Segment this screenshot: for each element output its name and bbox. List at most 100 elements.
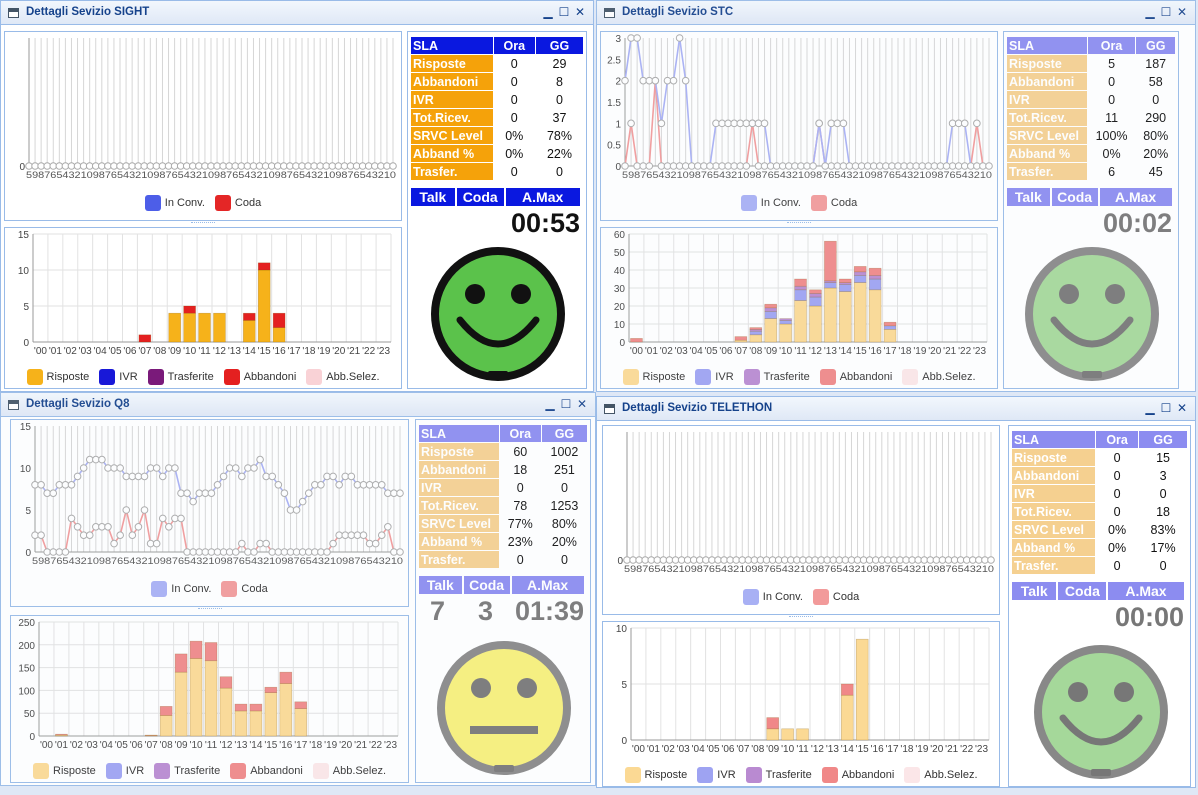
maximize-button[interactable]: ☐ — [559, 396, 573, 412]
window-q8[interactable]: Dettagli Sevizio Q8 ▁ ☐ ✕ 0 5 10 15 598765432109… — [0, 392, 596, 786]
legend-item[interactable]: Abbandoni — [821, 767, 894, 783]
legend-item[interactable]: Coda — [810, 195, 857, 211]
data-point — [681, 76, 690, 85]
window-stc[interactable]: Dettagli Sevizio STC ▁ ☐ ✕ 0 0.5 1 1.5 2 2.5 3 5987… — [596, 0, 1196, 392]
bar-chart-legend: Risposte IVR Trasferite Abbandoni Abb.Selez. — [11, 763, 408, 781]
panel-splitter[interactable] — [787, 222, 811, 225]
legend-item[interactable]: IVR — [105, 763, 144, 779]
legend-item[interactable]: Coda — [221, 581, 268, 597]
close-button[interactable]: ✕ — [573, 4, 587, 20]
legend-item[interactable]: Risposte — [622, 369, 685, 385]
x-tick-label: '20 — [339, 740, 352, 751]
x-tick-label: '15 — [264, 740, 277, 751]
window-icon — [8, 400, 19, 410]
panel-splitter[interactable] — [191, 222, 215, 225]
data-point — [104, 523, 112, 531]
close-button[interactable]: ✕ — [1175, 4, 1189, 20]
minimize-button[interactable]: ▁ — [543, 396, 557, 412]
legend-item[interactable]: Risposte — [26, 369, 89, 385]
legend-item[interactable]: In Conv. — [144, 195, 205, 211]
bar-abbandoni — [234, 703, 248, 712]
window-titlebar[interactable]: Dettagli Sevizio Q8 ▁ ☐ ✕ — [1, 393, 595, 417]
sla-row-label: Abbandoni — [411, 73, 493, 90]
sla-row-label: Tot.Ricev. — [411, 109, 493, 126]
bar-abbandoni — [749, 327, 763, 330]
legend-swatch — [99, 369, 116, 385]
window-titlebar[interactable]: Dettagli Sevizio STC ▁ ☐ ✕ — [597, 1, 1195, 25]
sla-row-label: Abbandoni — [1012, 467, 1096, 484]
x-tick-label: '13 — [234, 740, 247, 751]
x-tick-label: '22 — [960, 744, 973, 755]
bar-ivr — [853, 275, 867, 283]
minimize-button[interactable]: ▁ — [1143, 4, 1157, 20]
legend-item[interactable]: Risposte — [33, 763, 96, 779]
window-title: Dettagli Sevizio STC — [622, 6, 734, 18]
legend-item[interactable]: Trasferite — [154, 763, 220, 779]
legend-item[interactable]: Abb.Selez. — [902, 369, 976, 385]
close-button[interactable]: ✕ — [575, 396, 589, 412]
window-titlebar[interactable]: Dettagli Sevizio TELETHON ▁ ☐ ✕ — [597, 397, 1195, 421]
legend-item[interactable]: Abb.Selez. — [312, 763, 386, 779]
bar-risposte — [264, 692, 278, 737]
maximize-button[interactable]: ☐ — [1159, 4, 1173, 20]
data-point — [49, 489, 58, 497]
window-telethon[interactable]: Dettagli Sevizio TELETHON ▁ ☐ ✕ 0 59876543210… — [596, 396, 1196, 788]
legend-item[interactable]: In Conv. — [151, 581, 211, 597]
sla-value-ora: 60 — [513, 444, 528, 459]
legend-item[interactable]: Trasferite — [147, 369, 214, 385]
sla-row-label: Tot.Ricev. — [1012, 503, 1096, 520]
y-tick-label: 50 — [614, 248, 626, 259]
legend-item[interactable]: In Conv. — [740, 195, 801, 211]
sla-row: SRVC Level 0% 78% — [411, 127, 583, 144]
legend-item[interactable]: IVR — [695, 369, 734, 385]
sla-panel: SLA Ora GG Risposte 0 15 Abbandoni 0 3 IVR 0 0 Tot.R… — [1008, 425, 1191, 787]
close-icon: ✕ — [576, 397, 588, 411]
minimize-button[interactable]: ▁ — [1143, 400, 1157, 416]
bar-risposte — [841, 694, 854, 741]
data-point — [37, 481, 45, 489]
data-point — [67, 514, 76, 523]
legend-item[interactable]: Abb.Selez. — [904, 767, 978, 783]
legend-swatch — [740, 195, 757, 211]
legend-item[interactable]: In Conv. — [742, 589, 803, 605]
bar-abbandoni — [272, 312, 286, 328]
x-tick-label: '22 — [958, 346, 971, 357]
legend-item[interactable]: IVR — [99, 369, 138, 385]
legend-item[interactable]: Abbandoni — [819, 369, 892, 385]
x-tick-label: '08 — [153, 346, 166, 357]
x-tick-label: '17 — [294, 740, 307, 751]
sla-header-cell: SLA — [1012, 431, 1096, 448]
legend-item[interactable]: Coda — [812, 589, 859, 605]
legend-label: Trasferite — [174, 765, 221, 777]
x-tick-label: '16 — [273, 346, 286, 357]
data-point — [238, 539, 246, 548]
data-point — [73, 523, 82, 531]
legend-item[interactable]: Coda — [214, 195, 261, 211]
legend-swatch — [902, 369, 919, 385]
minimize-button[interactable]: ▁ — [541, 4, 555, 20]
y-tick-label: 150 — [18, 664, 35, 675]
data-point — [85, 531, 94, 539]
data-point — [815, 119, 823, 128]
sla-value-ora: 23% — [507, 534, 533, 549]
legend-item[interactable]: Abb.Selez. — [306, 369, 380, 385]
legend-item[interactable]: Trasferite — [743, 369, 810, 385]
window-titlebar[interactable]: Dettagli Sevizio SIGHT ▁ ☐ ✕ — [1, 1, 593, 25]
panel-splitter[interactable] — [197, 608, 222, 611]
legend-item[interactable]: Abbandoni — [230, 763, 303, 779]
legend-item[interactable]: Abbandoni — [223, 369, 296, 385]
legend-item[interactable]: Trasferite — [745, 767, 812, 783]
bar-risposte — [294, 708, 308, 737]
maximize-button[interactable]: ☐ — [557, 4, 571, 20]
window-sight[interactable]: Dettagli Sevizio SIGHT ▁ ☐ ✕ 0 59876543210987… — [0, 0, 594, 392]
legend-item[interactable]: Risposte — [624, 767, 687, 783]
close-button[interactable]: ✕ — [1175, 400, 1189, 416]
y-tick-label: 10 — [614, 320, 626, 331]
panel-splitter[interactable] — [789, 616, 813, 619]
sla-row-label: Trasfer. — [1012, 557, 1096, 574]
maximize-button[interactable]: ☐ — [1159, 400, 1173, 416]
legend-item[interactable]: IVR — [697, 767, 736, 783]
kpi-header-cell: Talk — [419, 576, 462, 594]
sla-row-label: IVR — [419, 479, 499, 496]
queue-line-chart-panel: 0 5 10 15 5987654321098765432109876543210987… — [10, 419, 409, 607]
